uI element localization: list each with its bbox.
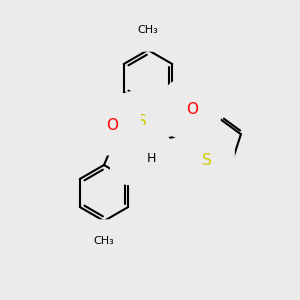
Text: N: N bbox=[132, 148, 144, 163]
Text: O: O bbox=[106, 118, 118, 133]
Text: CH₃: CH₃ bbox=[94, 236, 114, 246]
Text: S: S bbox=[137, 113, 147, 128]
Text: CH₃: CH₃ bbox=[138, 25, 158, 35]
Text: O: O bbox=[186, 101, 198, 116]
Text: S: S bbox=[202, 153, 212, 168]
Text: H: H bbox=[146, 152, 156, 166]
